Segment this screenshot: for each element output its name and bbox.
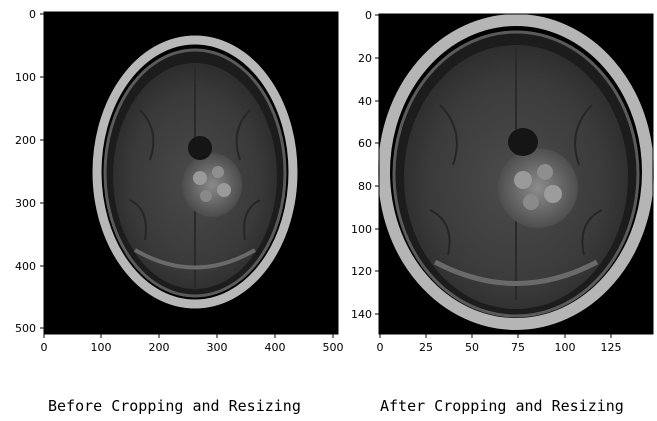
x-tick: 125 [601, 334, 622, 354]
y-tick: 120 [351, 265, 379, 278]
svg-text:50: 50 [465, 341, 479, 354]
y-tick: 0 [365, 9, 379, 22]
svg-text:500: 500 [323, 341, 344, 354]
y-tick: 80 [358, 180, 379, 193]
x-tick: 100 [91, 334, 112, 354]
svg-text:40: 40 [358, 95, 372, 108]
svg-text:400: 400 [15, 260, 36, 273]
y-tick: 100 [15, 71, 44, 84]
svg-text:200: 200 [149, 341, 170, 354]
svg-text:20: 20 [358, 52, 372, 65]
svg-text:0: 0 [41, 341, 48, 354]
y-tick: 20 [358, 52, 379, 65]
x-tick: 75 [511, 334, 525, 354]
before-image-panel: 0 100 200 300 400 500 0 100 200 300 400 … [0, 0, 350, 360]
y-tick: 140 [351, 308, 379, 321]
x-tick: 300 [207, 334, 228, 354]
svg-text:140: 140 [351, 308, 372, 321]
y-tick: 0 [29, 8, 44, 21]
svg-text:0: 0 [377, 341, 384, 354]
before-y-axis: 0 100 200 300 400 500 [15, 8, 44, 335]
y-tick: 40 [358, 95, 379, 108]
after-x-axis: 0 25 50 75 100 125 [377, 334, 622, 354]
after-caption: After Cropping and Resizing [380, 397, 624, 415]
svg-text:400: 400 [265, 341, 286, 354]
x-tick: 100 [555, 334, 576, 354]
x-tick: 0 [41, 334, 48, 354]
svg-text:125: 125 [601, 341, 622, 354]
y-tick: 400 [15, 260, 44, 273]
before-image-figure: 0 100 200 300 400 500 0 100 200 300 400 … [0, 0, 350, 360]
after-image-panel: 0 20 40 60 80 100 120 140 0 25 50 75 100… [345, 0, 657, 360]
svg-text:300: 300 [207, 341, 228, 354]
svg-text:100: 100 [91, 341, 112, 354]
x-tick: 400 [265, 334, 286, 354]
x-tick: 500 [323, 334, 344, 354]
y-tick: 60 [358, 137, 379, 150]
x-tick: 25 [419, 334, 433, 354]
svg-text:60: 60 [358, 137, 372, 150]
after-image-figure: 0 20 40 60 80 100 120 140 0 25 50 75 100… [345, 0, 657, 360]
before-x-axis: 0 100 200 300 400 500 [41, 334, 344, 354]
y-tick: 100 [351, 223, 379, 236]
svg-text:120: 120 [351, 265, 372, 278]
y-tick: 200 [15, 134, 44, 147]
before-caption: Before Cropping and Resizing [48, 397, 301, 415]
x-tick: 50 [465, 334, 479, 354]
svg-text:100: 100 [555, 341, 576, 354]
svg-text:0: 0 [365, 9, 372, 22]
svg-text:0: 0 [29, 8, 36, 21]
svg-text:25: 25 [419, 341, 433, 354]
svg-text:500: 500 [15, 322, 36, 335]
x-tick: 0 [377, 334, 384, 354]
before-tumor-region [182, 153, 242, 217]
after-y-axis: 0 20 40 60 80 100 120 140 [351, 9, 379, 321]
svg-text:300: 300 [15, 197, 36, 210]
x-tick: 200 [149, 334, 170, 354]
after-tumor-region [498, 148, 578, 228]
svg-text:80: 80 [358, 180, 372, 193]
svg-text:100: 100 [351, 223, 372, 236]
svg-text:75: 75 [511, 341, 525, 354]
svg-text:200: 200 [15, 134, 36, 147]
y-tick: 500 [15, 322, 44, 335]
y-tick: 300 [15, 197, 44, 210]
svg-text:100: 100 [15, 71, 36, 84]
